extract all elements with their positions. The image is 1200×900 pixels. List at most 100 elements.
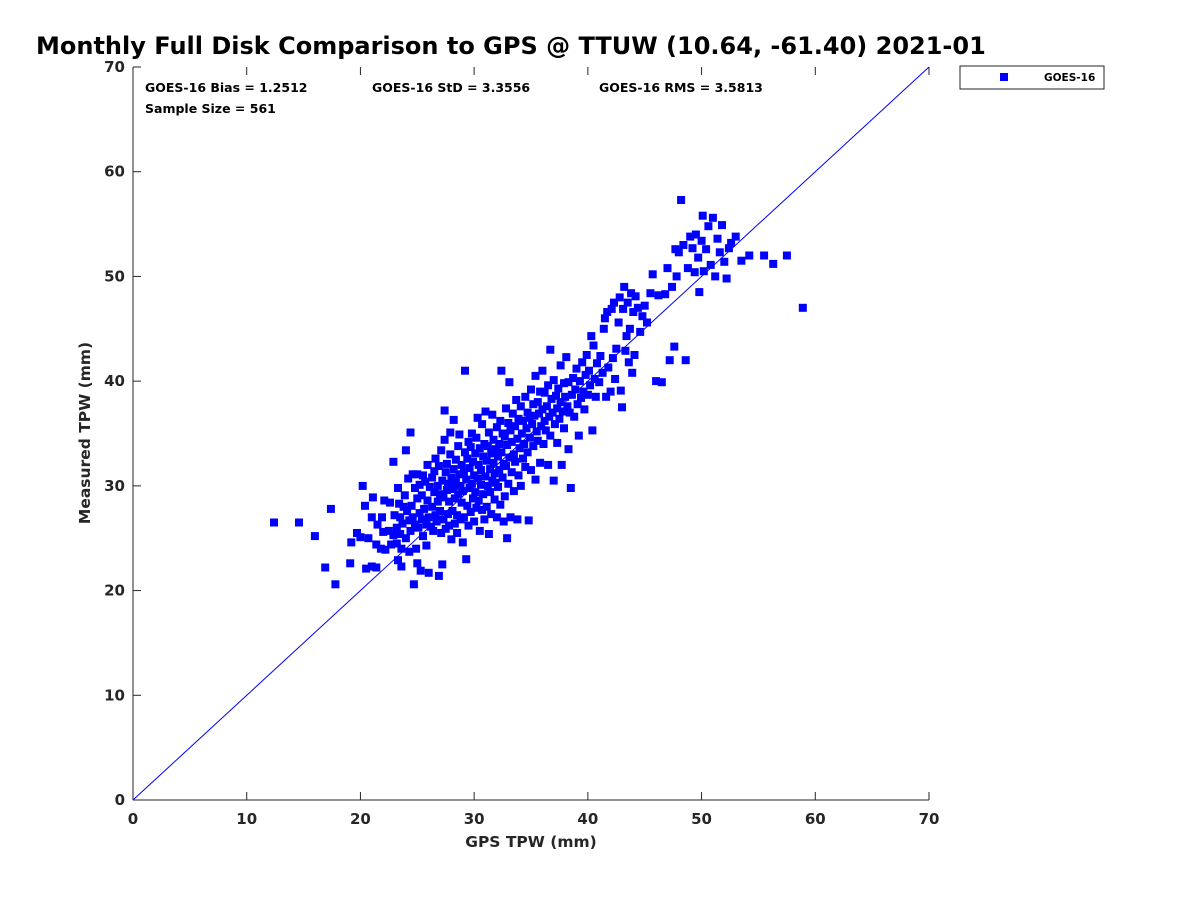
data-point bbox=[472, 433, 481, 442]
data-point bbox=[495, 466, 504, 475]
x-tick-label: 10 bbox=[236, 810, 257, 828]
data-point bbox=[384, 526, 393, 535]
data-point bbox=[608, 354, 617, 363]
data-point bbox=[502, 404, 510, 413]
data-point bbox=[636, 327, 645, 336]
bias-stat: GOES-16 Bias = 1.2512 bbox=[145, 80, 307, 95]
data-point bbox=[372, 563, 381, 572]
data-point bbox=[461, 366, 469, 375]
x-tick-label: 20 bbox=[350, 810, 371, 828]
data-point bbox=[538, 405, 547, 414]
data-point bbox=[457, 460, 466, 469]
data-point bbox=[563, 402, 572, 411]
data-point bbox=[399, 502, 408, 511]
data-point bbox=[745, 251, 754, 260]
data-point bbox=[401, 446, 410, 455]
data-point bbox=[484, 530, 493, 538]
data-point bbox=[720, 257, 729, 266]
data-point bbox=[600, 314, 609, 323]
data-point bbox=[544, 460, 553, 469]
data-point bbox=[461, 448, 469, 457]
data-point bbox=[523, 448, 532, 457]
data-point bbox=[577, 393, 585, 402]
data-point bbox=[628, 368, 637, 377]
data-point bbox=[483, 481, 492, 490]
data-point bbox=[686, 232, 695, 241]
data-point bbox=[502, 462, 510, 470]
data-point bbox=[506, 426, 515, 435]
data-point bbox=[367, 562, 376, 571]
data-point bbox=[496, 416, 505, 425]
y-tick-label: 0 bbox=[115, 791, 125, 809]
data-point bbox=[586, 381, 595, 390]
data-point bbox=[364, 534, 373, 543]
data-point bbox=[367, 513, 376, 522]
data-point bbox=[620, 282, 629, 291]
data-point bbox=[453, 529, 462, 537]
data-point bbox=[566, 484, 575, 492]
data-point bbox=[618, 403, 626, 412]
data-point bbox=[456, 481, 465, 490]
data-point bbox=[598, 368, 607, 377]
data-point bbox=[674, 248, 683, 257]
data-point bbox=[467, 479, 476, 488]
data-point bbox=[517, 429, 526, 438]
data-point bbox=[515, 444, 524, 453]
data-point bbox=[466, 443, 475, 452]
y-tick-label: 20 bbox=[104, 582, 125, 600]
data-point bbox=[798, 303, 807, 312]
data-point bbox=[387, 540, 396, 549]
data-point bbox=[527, 385, 535, 394]
data-point bbox=[462, 555, 471, 564]
data-point bbox=[596, 352, 605, 360]
data-point bbox=[373, 520, 382, 529]
data-point bbox=[553, 438, 562, 447]
data-point bbox=[572, 364, 581, 373]
y-tick-label: 30 bbox=[104, 477, 125, 495]
data-point bbox=[643, 318, 651, 327]
data-point bbox=[512, 396, 521, 404]
data-point bbox=[530, 411, 539, 420]
data-point bbox=[477, 480, 485, 489]
data-point bbox=[683, 264, 692, 273]
data-point bbox=[621, 346, 630, 355]
data-point bbox=[529, 400, 538, 409]
data-point bbox=[545, 412, 554, 421]
data-point bbox=[612, 344, 621, 353]
data-point bbox=[516, 481, 525, 490]
data-point bbox=[444, 510, 452, 519]
data-point bbox=[433, 497, 442, 506]
data-point bbox=[606, 387, 615, 396]
data-point bbox=[458, 538, 467, 547]
data-point bbox=[587, 332, 596, 341]
data-point bbox=[421, 477, 430, 486]
data-point bbox=[505, 378, 514, 387]
data-point bbox=[540, 416, 549, 425]
data-point bbox=[398, 519, 407, 528]
data-point bbox=[603, 308, 612, 316]
data-point bbox=[475, 526, 484, 535]
data-point bbox=[654, 291, 663, 300]
data-point bbox=[536, 458, 545, 467]
data-point bbox=[380, 496, 389, 505]
data-point bbox=[552, 391, 560, 400]
data-point bbox=[583, 390, 592, 399]
data-point bbox=[423, 496, 432, 505]
data-point bbox=[434, 462, 443, 470]
data-point bbox=[492, 423, 501, 432]
data-point bbox=[691, 230, 700, 239]
data-point bbox=[430, 488, 439, 497]
data-point bbox=[663, 264, 672, 273]
data-point bbox=[321, 563, 330, 572]
data-point bbox=[547, 394, 556, 403]
data-point bbox=[489, 435, 498, 444]
data-point bbox=[575, 377, 584, 386]
data-point bbox=[619, 304, 628, 313]
rms-stat: GOES-16 RMS = 3.5813 bbox=[599, 80, 763, 95]
data-point bbox=[386, 498, 394, 507]
data-point bbox=[604, 363, 613, 372]
legend-marker-square bbox=[1000, 73, 1008, 81]
data-point bbox=[471, 488, 480, 497]
one-to-one-reference-line bbox=[132, 66, 930, 801]
data-point bbox=[610, 298, 618, 307]
